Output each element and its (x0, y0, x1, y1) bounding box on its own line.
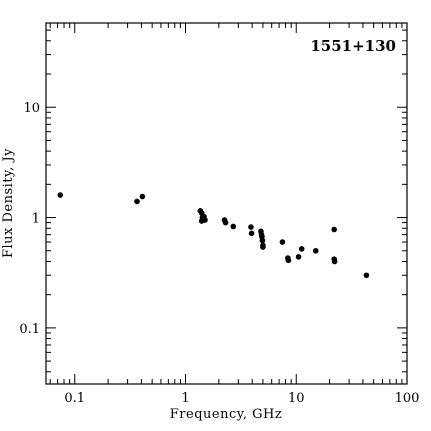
data-point (134, 198, 140, 205)
x-tick-label: 1 (181, 391, 189, 406)
data-point (331, 226, 337, 233)
data-point (298, 246, 305, 252)
data-point (260, 244, 266, 250)
x-tick-label: 0.1 (64, 391, 85, 406)
data-point (363, 272, 370, 279)
data-point (139, 193, 146, 200)
data-point (312, 247, 319, 254)
x-axis-label: Frequency, GHz (170, 407, 282, 422)
data-point (279, 239, 286, 245)
data-point (230, 223, 237, 230)
data-point (285, 257, 292, 264)
y-tick-label: 0.1 (19, 322, 40, 337)
data-point (202, 217, 208, 223)
y-tick-label: 1 (32, 212, 40, 227)
data-point (331, 258, 338, 265)
x-tick-label: 10 (288, 391, 305, 406)
x-tick-label: 100 (395, 391, 420, 406)
data-point (248, 230, 255, 237)
axis-ticks (46, 23, 408, 384)
tick-labels: 0.1 1 10 100 0.1 1 10 (19, 101, 419, 406)
data-points (57, 192, 370, 279)
data-point (248, 224, 254, 230)
chart-title: 1551+130 (310, 37, 396, 55)
plot-frame (45, 22, 408, 385)
data-point (259, 237, 266, 244)
data-point (57, 192, 64, 198)
data-point (222, 219, 229, 226)
data-point (295, 254, 302, 260)
y-axis-label: Flux Density, Jy (1, 148, 16, 258)
y-tick-label: 10 (23, 101, 40, 116)
